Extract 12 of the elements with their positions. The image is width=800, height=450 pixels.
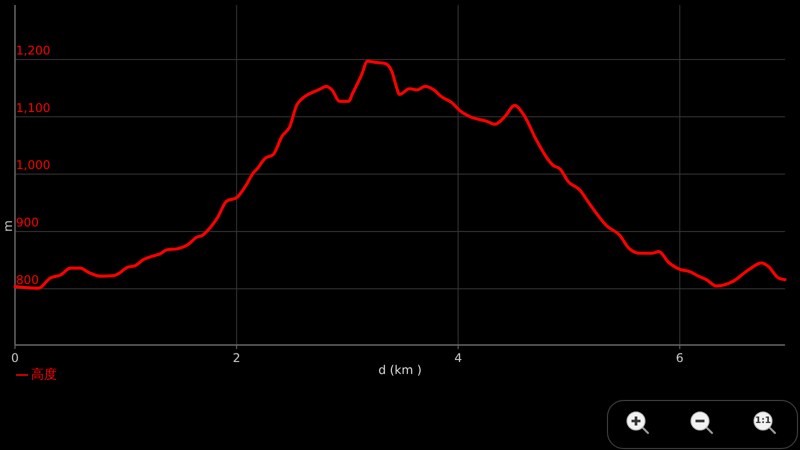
y-axis-title: m	[1, 220, 15, 232]
x-axis-title: d (km )	[378, 363, 422, 377]
x-tick-label: 2	[232, 351, 240, 365]
y-tick-label: 1,200	[16, 43, 50, 58]
x-tick-label: 6	[676, 351, 684, 365]
x-tick-label: 4	[454, 351, 462, 365]
x-tick-label: 0	[11, 351, 19, 365]
legend-label: 高度	[31, 366, 57, 382]
y-tick-label: 900	[16, 215, 39, 230]
y-tick-label: 1,100	[16, 100, 50, 115]
y-tick-label: 1,000	[16, 158, 50, 172]
y-tick-label: 800	[16, 272, 39, 287]
